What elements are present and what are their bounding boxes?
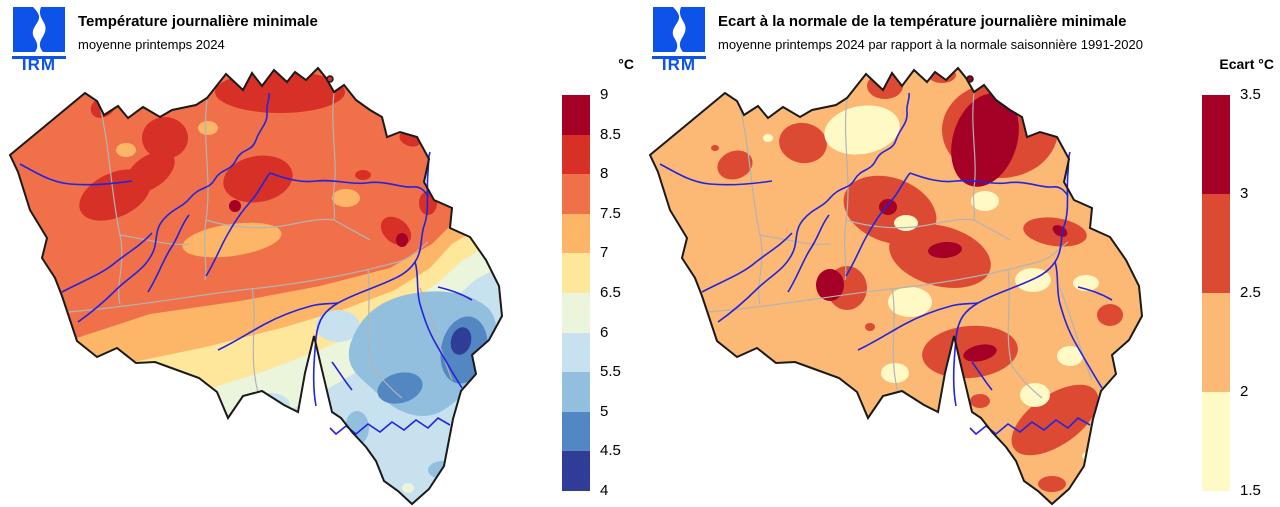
legend-tick-label: 3.5 xyxy=(1240,86,1261,103)
legend-segment xyxy=(562,451,590,491)
legend-segment xyxy=(562,332,590,373)
legend-tick-label: 4.5 xyxy=(600,442,621,460)
legend-segment xyxy=(562,174,590,214)
legend-segment xyxy=(1202,95,1230,194)
irm-logo: IRM xyxy=(12,7,66,71)
legend-segment xyxy=(562,292,590,333)
irm-logo: IRM xyxy=(652,7,706,71)
legend-tick-label: 9 xyxy=(600,86,609,103)
page-subtitle-right: moyenne printemps 2024 par rapport à la … xyxy=(718,37,1143,52)
legend-tick-label: 1.5 xyxy=(1240,482,1261,499)
baarle-hertog-enclave xyxy=(966,75,974,83)
legend-segment xyxy=(1202,194,1230,293)
legend-segment xyxy=(562,213,590,254)
baarle-hertog-enclave xyxy=(326,75,334,83)
irm-logo-mark: IRM xyxy=(652,7,706,71)
legend-tick-label: 2 xyxy=(1240,383,1249,400)
legend-title-left: °C xyxy=(618,56,634,72)
legend-segment xyxy=(562,253,590,293)
legend-tick-label: 4 xyxy=(600,482,609,499)
legend-segment xyxy=(562,411,590,452)
irm-logo-text: IRM xyxy=(662,55,696,71)
legend-tick-label: 5 xyxy=(600,402,609,420)
legend-segment xyxy=(1202,392,1230,491)
legend-colorbar-left xyxy=(562,95,590,491)
page-subtitle-left: moyenne printemps 2024 xyxy=(78,37,225,52)
legend-tick-label: 6.5 xyxy=(600,284,621,301)
legend-tick-label: 8 xyxy=(600,165,609,183)
legend-tick-label: 2.5 xyxy=(1240,284,1261,301)
legend-segment xyxy=(562,372,590,412)
irm-logo-text: IRM xyxy=(22,55,56,71)
legend-tick-label: 7 xyxy=(600,244,609,262)
legend-tick-label: 3 xyxy=(1240,185,1249,202)
belgium-map-temperature-min xyxy=(9,67,503,505)
panel-temperature-anomaly: IRM Ecart à la normale de la température… xyxy=(640,0,1280,507)
legend-segment xyxy=(562,95,590,135)
belgium-map-temperature-anomaly xyxy=(649,67,1143,505)
legend-colorbar-right xyxy=(1202,95,1230,491)
page-title-right: Ecart à la normale de la température jou… xyxy=(718,13,1127,30)
legend-segment xyxy=(562,134,590,175)
legend-tick-label: 8.5 xyxy=(600,125,621,143)
legend-segment xyxy=(1202,293,1230,392)
legend-tick-label: 5.5 xyxy=(600,363,621,381)
legend-tick-label: 7.5 xyxy=(600,204,621,222)
irm-logo-mark: IRM xyxy=(12,7,66,71)
page-title-left: Température journalière minimale xyxy=(78,13,318,30)
legend-title-right: Ecart °C xyxy=(1219,56,1274,72)
legend-tick-label: 6 xyxy=(600,323,609,341)
panel-temperature-min: IRM Température journalière minimale moy… xyxy=(9,7,634,505)
